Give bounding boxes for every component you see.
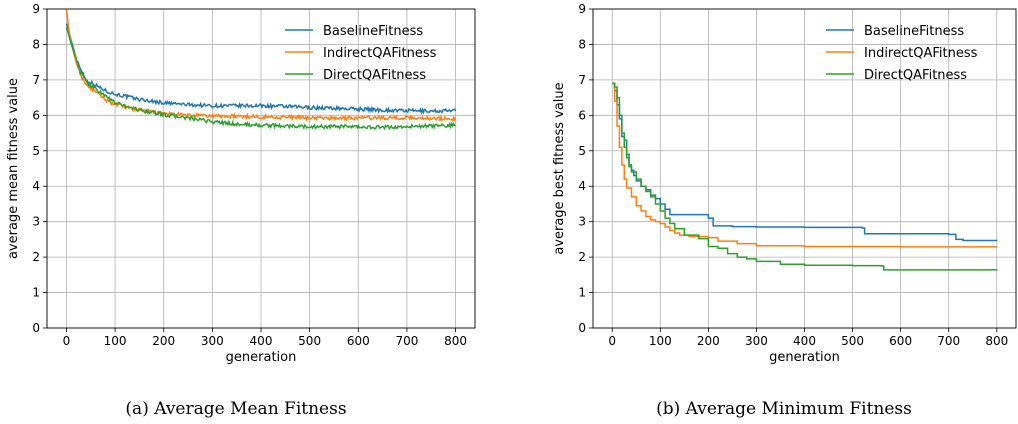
y-tick-label: 6 [32,108,40,122]
chart-panel-a: 0 100 200 300 400 500 600 700 800 0 1 2 3 4 5 6 7 8 9 gen… [6,2,476,419]
y-tick-label: 1 [32,286,40,300]
y-tick-label: 7 [578,73,586,87]
x-tick-label: 600 [889,334,912,348]
legend-label: DirectQAFitness [323,68,426,83]
x-tick-label: 100 [649,334,672,348]
legend-label: BaselineFitness [323,24,423,39]
y-tick-label: 4 [578,179,586,193]
y-tick-label: 5 [32,144,40,158]
legend-label: IndirectQAFitness [323,46,437,61]
x-tick-label: 100 [104,334,127,348]
x-tick-label: 300 [745,334,768,348]
y-tick-label: 0 [32,321,40,335]
x-tick-label: 400 [250,334,273,348]
x-tick-label: 500 [298,334,321,348]
y-axis-label-a: average mean fitness value [6,78,21,259]
y-tick-label: 6 [578,108,586,122]
y-tick-label: 3 [32,215,40,229]
x-axis-label-b: generation [769,350,840,365]
y-tick-label: 2 [578,250,586,264]
legend-a: BaselineFitness IndirectQAFitness DirectQA… [285,24,437,83]
y-ticks-a: 0 1 2 3 4 5 6 7 8 9 [32,2,47,335]
chart-panel-b: 0 100 200 300 400 500 600 700 800 0 1 2 3 4 5 6 7 8 9 gen… [552,2,1017,419]
y-tick-label: 3 [578,215,586,229]
series-line-baselinefitness [65,23,457,116]
y-tick-label: 1 [578,286,586,300]
x-tick-label: 800 [444,334,467,348]
legend-label: BaselineFitness [864,24,964,39]
grid-a [47,8,475,329]
x-axis-label-a: generation [226,350,297,365]
x-tick-label: 800 [985,334,1008,348]
x-tick-label: 600 [347,334,370,348]
x-tick-label: 400 [793,334,816,348]
x-tick-label: 700 [395,334,418,348]
y-tick-label: 2 [32,250,40,264]
x-tick-label: 500 [841,334,864,348]
y-axis-label-b: average best fitness value [552,82,567,254]
y-tick-label: 9 [32,2,40,16]
x-tick-label: 700 [937,334,960,348]
x-ticks-b: 0 100 200 300 400 500 600 700 800 [608,328,1008,348]
series-line-indirectqafitness [612,82,998,248]
legend-b: BaselineFitness IndirectQAFitness DirectQA… [826,24,978,83]
y-tick-label: 8 [578,37,586,51]
series-line-directqafitness [65,27,456,131]
series-line-directqafitness [612,82,998,271]
y-tick-label: 5 [578,144,586,158]
x-tick-label: 200 [152,334,175,348]
caption-a: (a) Average Mean Fitness [125,399,346,419]
x-ticks-a: 0 100 200 300 400 500 600 700 800 [63,328,467,348]
y-tick-label: 0 [578,321,586,335]
y-tick-label: 7 [32,73,40,87]
legend-label: IndirectQAFitness [864,46,978,61]
series-group-a [65,9,457,131]
series-group-b [612,82,998,271]
x-tick-label: 200 [697,334,720,348]
x-tick-label: 300 [201,334,224,348]
y-ticks-b: 0 1 2 3 4 5 6 7 8 9 [578,2,593,335]
y-tick-label: 4 [32,179,40,193]
x-tick-label: 0 [608,334,616,348]
x-tick-label: 0 [63,334,71,348]
y-tick-label: 8 [32,37,40,51]
y-tick-label: 9 [578,2,586,16]
legend-label: DirectQAFitness [864,68,967,83]
caption-b: (b) Average Minimum Fitness [656,399,912,419]
